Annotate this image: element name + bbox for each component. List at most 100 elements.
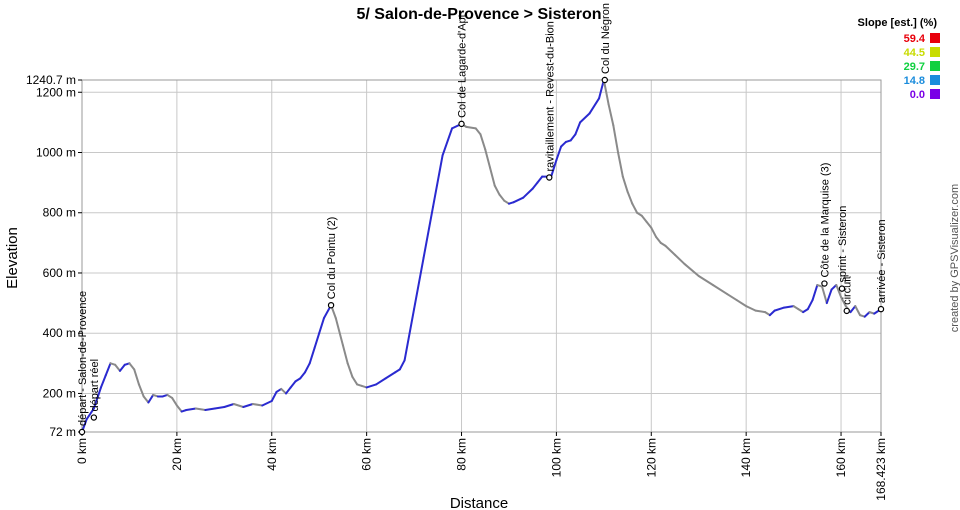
waypoint-marker [458, 120, 465, 128]
elevation-segment [270, 390, 278, 402]
elevation-segment [104, 362, 112, 377]
elevation-segment [133, 368, 140, 386]
elevation-segment [626, 190, 634, 205]
elevation-segment [185, 407, 197, 412]
elevation-segment [114, 363, 121, 372]
elevation-segment [825, 288, 833, 305]
elevation-segment [697, 274, 714, 287]
elevation-segment [531, 181, 539, 190]
elevation-segment [640, 214, 648, 223]
elevation-segment [579, 112, 591, 124]
legend-value: 0.0 [910, 89, 925, 101]
elevation-segment [465, 125, 477, 130]
elevation-segment [308, 347, 316, 365]
legend-value: 14.8 [904, 75, 925, 87]
x-tick-label: 100 km [549, 438, 563, 477]
legend-swatch [930, 33, 940, 43]
elevation-segment [745, 305, 757, 312]
elevation-segment [398, 359, 406, 371]
elevation-segment [674, 253, 686, 265]
chart-title: 5/ Salon-de-Provence > Sisteron [357, 6, 602, 23]
waypoint-label: Col du Pointu (2) [326, 217, 338, 300]
waypoint-label: Côte de la Marquise (3) [819, 163, 831, 278]
elevation-segment [863, 311, 871, 318]
x-axis-label: Distance [450, 495, 508, 510]
elevation-segment [754, 309, 767, 314]
elevation-segment [403, 308, 416, 362]
x-tick-label: 140 km [739, 438, 753, 477]
waypoint-label: ravitaillement - Revest-du-Bion [544, 21, 556, 171]
waypoint-label: Col du Négron [600, 3, 612, 74]
elevation-segment [650, 226, 658, 238]
elevation-segment [171, 396, 178, 407]
x-tick-label: 60 km [360, 438, 374, 471]
elevation-segment [441, 127, 454, 157]
elevation-segment [284, 386, 292, 395]
x-tick-label: 0 km [75, 438, 89, 464]
legend-swatch [930, 47, 940, 57]
waypoint-label: sprint - Sisteron [837, 206, 849, 283]
elevation-segment [621, 175, 629, 193]
elevation-segment [384, 371, 397, 380]
waypoint-marker [90, 414, 98, 421]
y-tick-label: 1200 m [36, 85, 76, 99]
elevation-segment [522, 187, 534, 199]
x-ticks: 0 km 20 km 40 km 60 km 80 km 100 km 120 km 140 … [75, 432, 888, 501]
y-tick-label: 200 m [43, 386, 76, 400]
waypoint-marker [78, 428, 86, 436]
y-tick-label: 400 m [43, 326, 76, 340]
elevation-segment [175, 404, 183, 413]
elevation-segment [811, 284, 819, 302]
elevation-segment [735, 299, 748, 308]
plot-frame [81, 79, 882, 433]
elevation-segment [413, 256, 425, 311]
elevation-segment [555, 145, 563, 162]
elevation-segment [213, 406, 226, 410]
elevation-segment [118, 363, 126, 372]
y-tick-label: 800 m [43, 206, 76, 220]
x-tick-label: 168.423 km [874, 438, 888, 501]
elevation-segment [251, 402, 264, 407]
elevation-segment [821, 285, 828, 305]
elevation-segment [479, 133, 487, 151]
elevation-segment [617, 151, 624, 178]
elevation-segment [92, 386, 102, 410]
elevation-segment [346, 362, 354, 378]
y-axis-label: Elevation [4, 227, 21, 289]
waypoint-label: arrivée - Sisteron [876, 219, 888, 303]
elevation-segment [432, 154, 444, 208]
elevation-segment [598, 79, 605, 100]
elevation-segment [726, 293, 738, 302]
elevation-segment [498, 193, 506, 202]
elevation-segment [365, 383, 378, 389]
elevation-segment [99, 374, 107, 389]
x-tick-label: 120 km [644, 438, 658, 477]
elevation-segment [536, 175, 544, 184]
y-tick-label: 1240.7 m [26, 73, 76, 87]
elevation-segment [512, 196, 525, 204]
elevation-segment [232, 402, 245, 409]
elevation-segment [631, 202, 639, 214]
elevation-segment [768, 309, 776, 317]
legend-title: Slope [est.] (%) [858, 17, 938, 29]
elevation-segment [313, 332, 321, 350]
elevation-segment [773, 306, 786, 312]
waypoint-marker [843, 307, 850, 315]
elevation-segment [147, 393, 155, 404]
elevation-segment [493, 184, 501, 196]
elevation-segment [830, 284, 838, 291]
x-tick-label: 80 km [455, 438, 469, 471]
waypoint-label: circuit [842, 276, 854, 305]
elevation-segment [85, 407, 95, 421]
legend: Slope [est.] (%) 59.4 44.5 29.7 14.8 0.0 [858, 17, 940, 101]
x-tick-label: 160 km [834, 438, 848, 477]
waypoint-label: départ réel [89, 359, 101, 412]
waypoint-marker [327, 301, 335, 309]
elevation-segment [711, 284, 729, 296]
y-tick-label: 600 m [43, 266, 76, 280]
waypoint-marker [838, 285, 846, 292]
elevation-segment [560, 140, 567, 148]
y-tick-label: 72 m [49, 425, 76, 439]
waypoint-label: départ - Salon-de-Provence [77, 291, 89, 426]
elevation-segment [223, 402, 235, 409]
